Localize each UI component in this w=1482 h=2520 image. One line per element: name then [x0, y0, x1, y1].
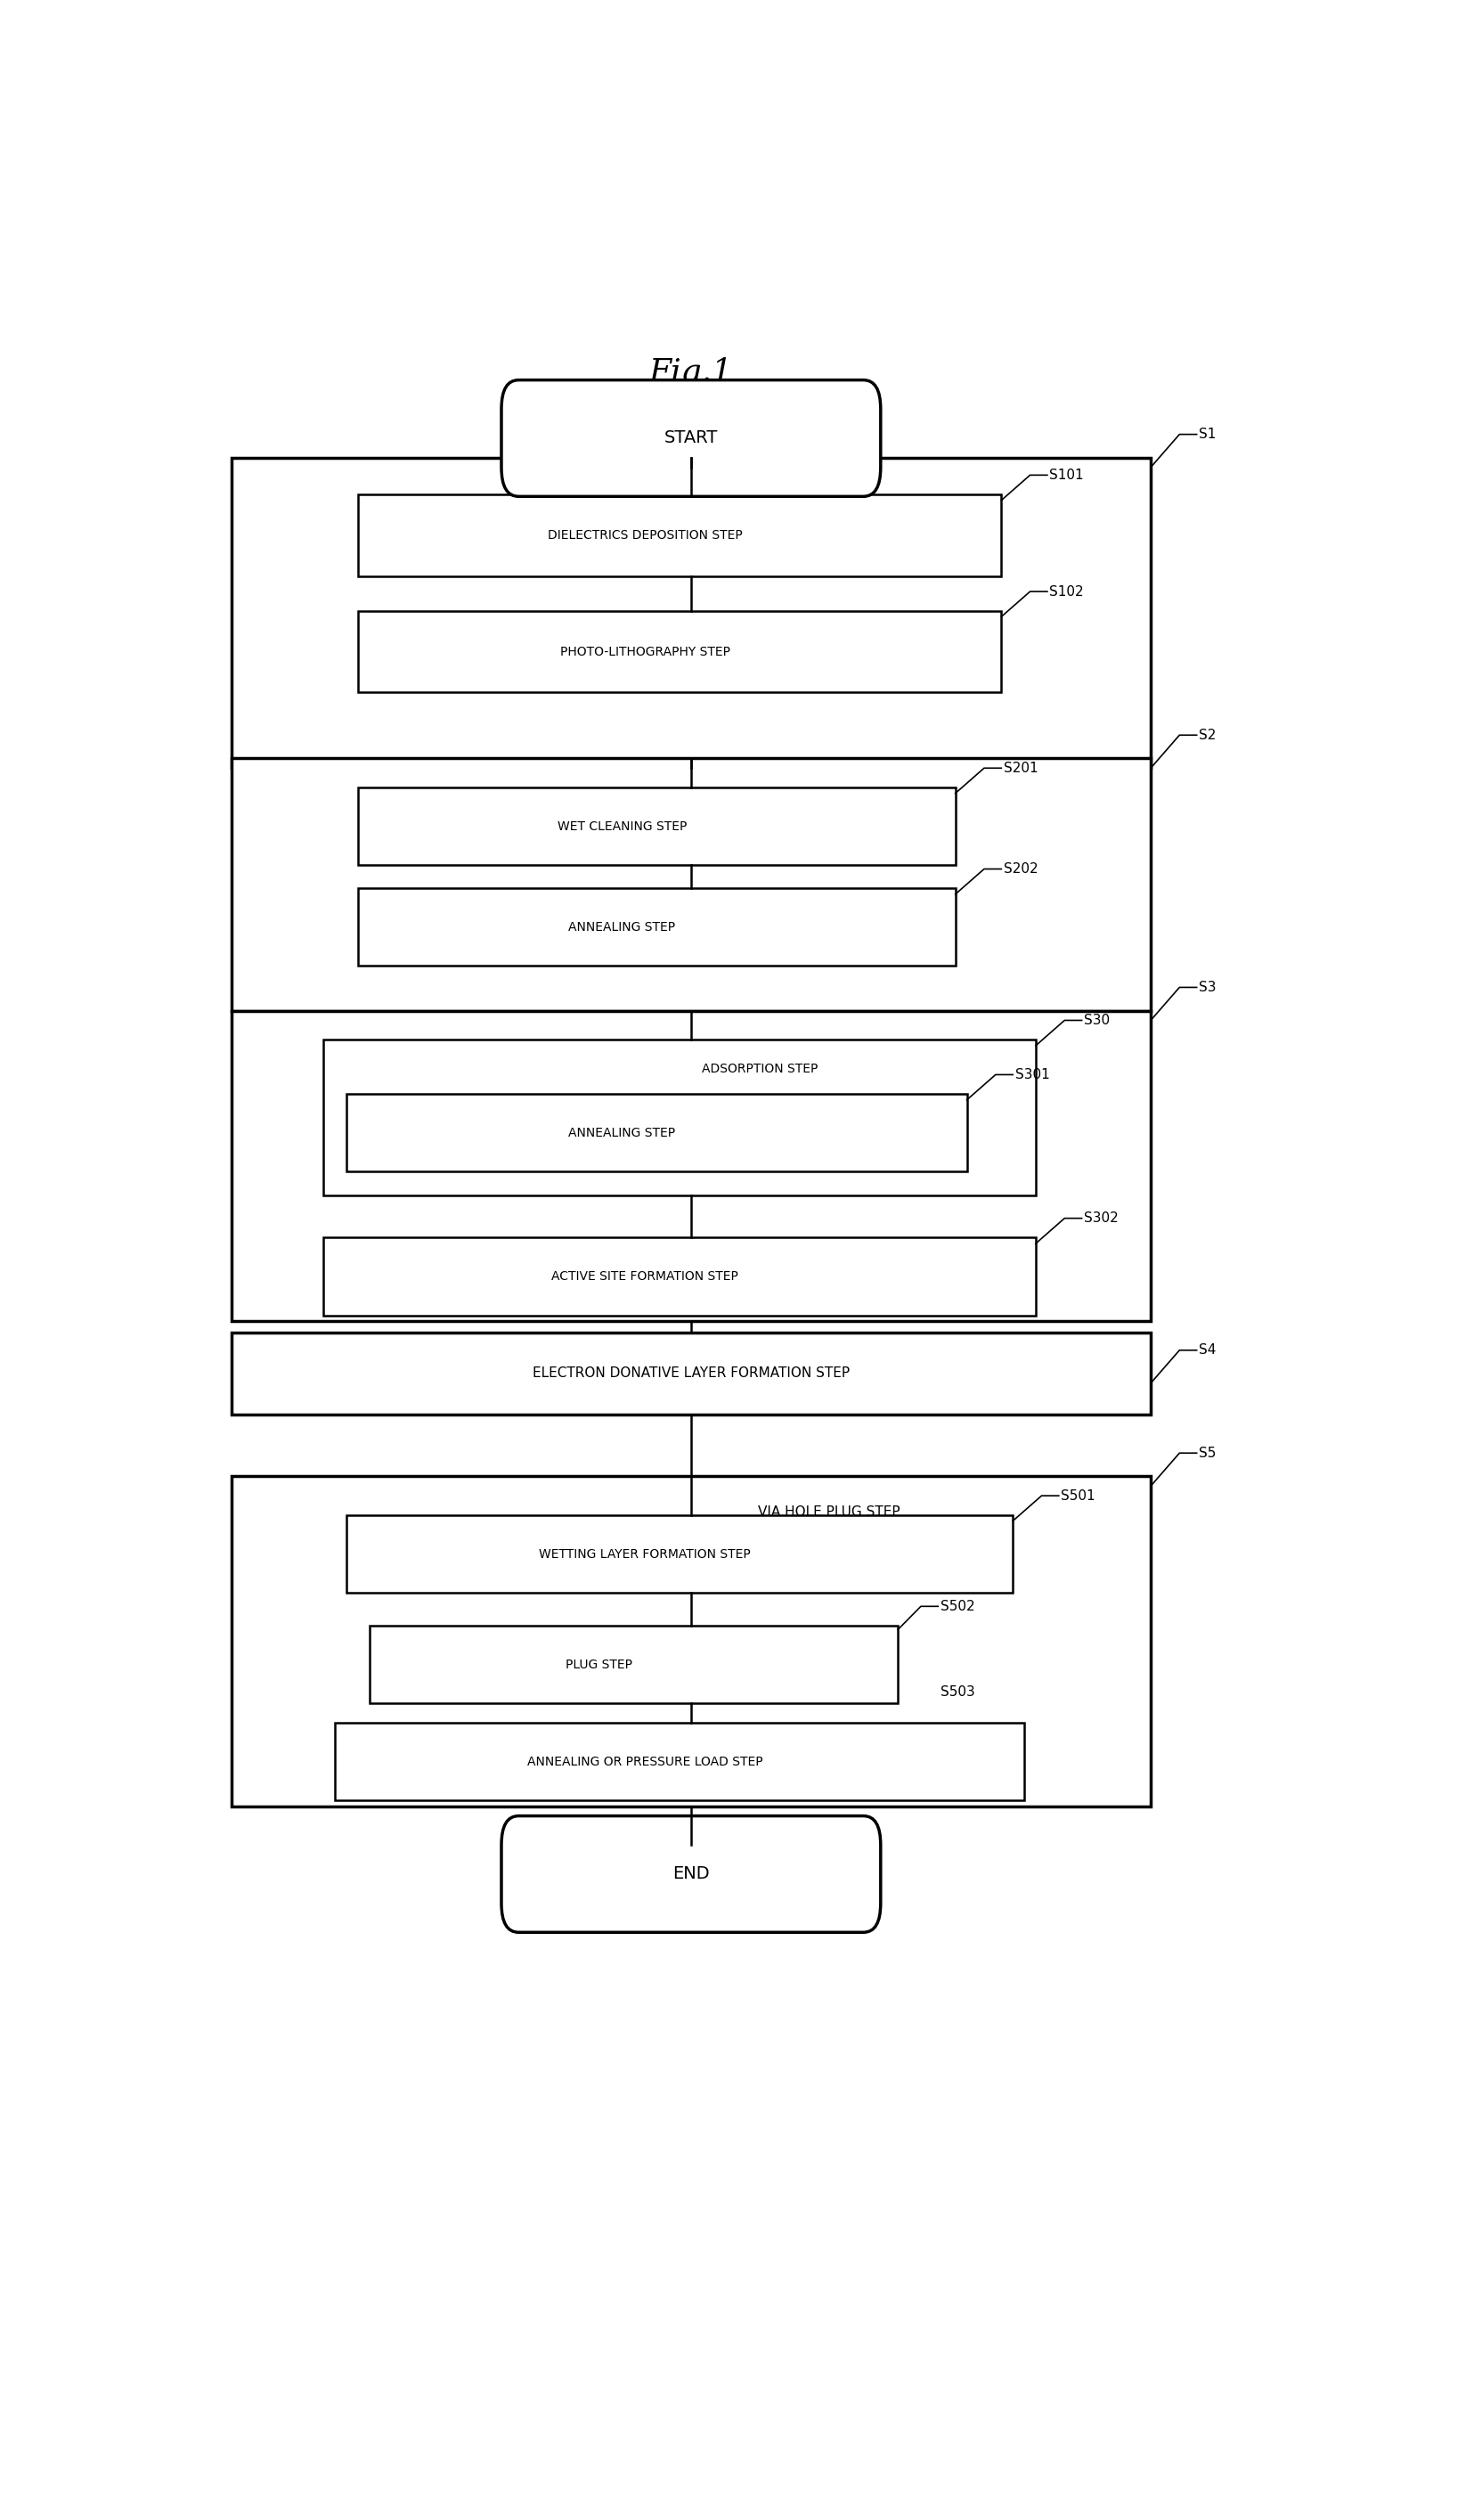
Bar	[357, 890, 954, 965]
Text: S301: S301	[1015, 1068, 1049, 1081]
Bar	[335, 1724, 1024, 1799]
Text: S501: S501	[1061, 1489, 1095, 1502]
Text: ELECTRON DONATIVE LAYER FORMATION STEP: ELECTRON DONATIVE LAYER FORMATION STEP	[532, 1366, 849, 1381]
FancyBboxPatch shape	[501, 1817, 880, 1933]
Bar	[323, 1237, 1034, 1315]
Bar	[357, 494, 1000, 577]
Text: WETTING LAYER FORMATION STEP: WETTING LAYER FORMATION STEP	[539, 1547, 750, 1560]
Text: S1: S1	[1199, 428, 1215, 441]
Bar	[231, 459, 1150, 769]
Text: ACTIVE SITE FORMATION STEP: ACTIVE SITE FORMATION STEP	[551, 1270, 738, 1283]
Bar	[357, 786, 954, 864]
FancyBboxPatch shape	[501, 381, 880, 496]
Text: S2: S2	[1199, 728, 1215, 741]
Text: ADSORPTION STEP: ADSORPTION STEP	[701, 1063, 818, 1076]
Text: S30: S30	[1083, 1013, 1110, 1028]
Text: S503: S503	[940, 1686, 974, 1698]
Text: Fig.1: Fig.1	[649, 358, 732, 388]
Text: S3: S3	[1199, 980, 1215, 993]
Text: S502: S502	[940, 1600, 974, 1613]
Bar	[231, 1477, 1150, 1807]
Text: START: START	[664, 431, 717, 446]
Text: S201: S201	[1003, 761, 1037, 774]
Bar	[323, 1041, 1034, 1194]
Text: VIA HOLE PATTERNING
STEP: VIA HOLE PATTERNING STEP	[705, 501, 860, 532]
Text: SURFACE TREATMENT STEP: SURFACE TREATMENT STEP	[735, 1041, 922, 1053]
Bar	[357, 610, 1000, 693]
Text: ANNEALING STEP: ANNEALING STEP	[568, 920, 676, 932]
Text: S302: S302	[1083, 1212, 1117, 1225]
Bar	[369, 1625, 897, 1704]
Bar	[345, 1515, 1012, 1593]
Bar	[231, 759, 1150, 1011]
Text: S101: S101	[1049, 469, 1083, 481]
Bar	[231, 1333, 1150, 1414]
Text: PLUG STEP: PLUG STEP	[565, 1658, 633, 1671]
Bar	[231, 1011, 1150, 1320]
Text: VIA HOLE PLUG STEP: VIA HOLE PLUG STEP	[757, 1504, 900, 1520]
Text: PHOTO-LITHOGRAPHY STEP: PHOTO-LITHOGRAPHY STEP	[560, 645, 729, 658]
Text: S4: S4	[1199, 1343, 1215, 1356]
Text: WET CLEANING STEP: WET CLEANING STEP	[557, 819, 686, 832]
Text: S102: S102	[1049, 585, 1083, 597]
Text: S5: S5	[1199, 1446, 1215, 1459]
Text: ANNEALING OR PRESSURE LOAD STEP: ANNEALING OR PRESSURE LOAD STEP	[528, 1756, 762, 1769]
Bar	[345, 1094, 966, 1172]
Text: CLEANING STEP: CLEANING STEP	[785, 789, 894, 801]
Text: S202: S202	[1003, 862, 1037, 874]
Text: END: END	[671, 1865, 708, 1882]
Text: DIELECTRICS DEPOSITION STEP: DIELECTRICS DEPOSITION STEP	[547, 529, 742, 542]
Text: ANNEALING STEP: ANNEALING STEP	[568, 1126, 676, 1139]
